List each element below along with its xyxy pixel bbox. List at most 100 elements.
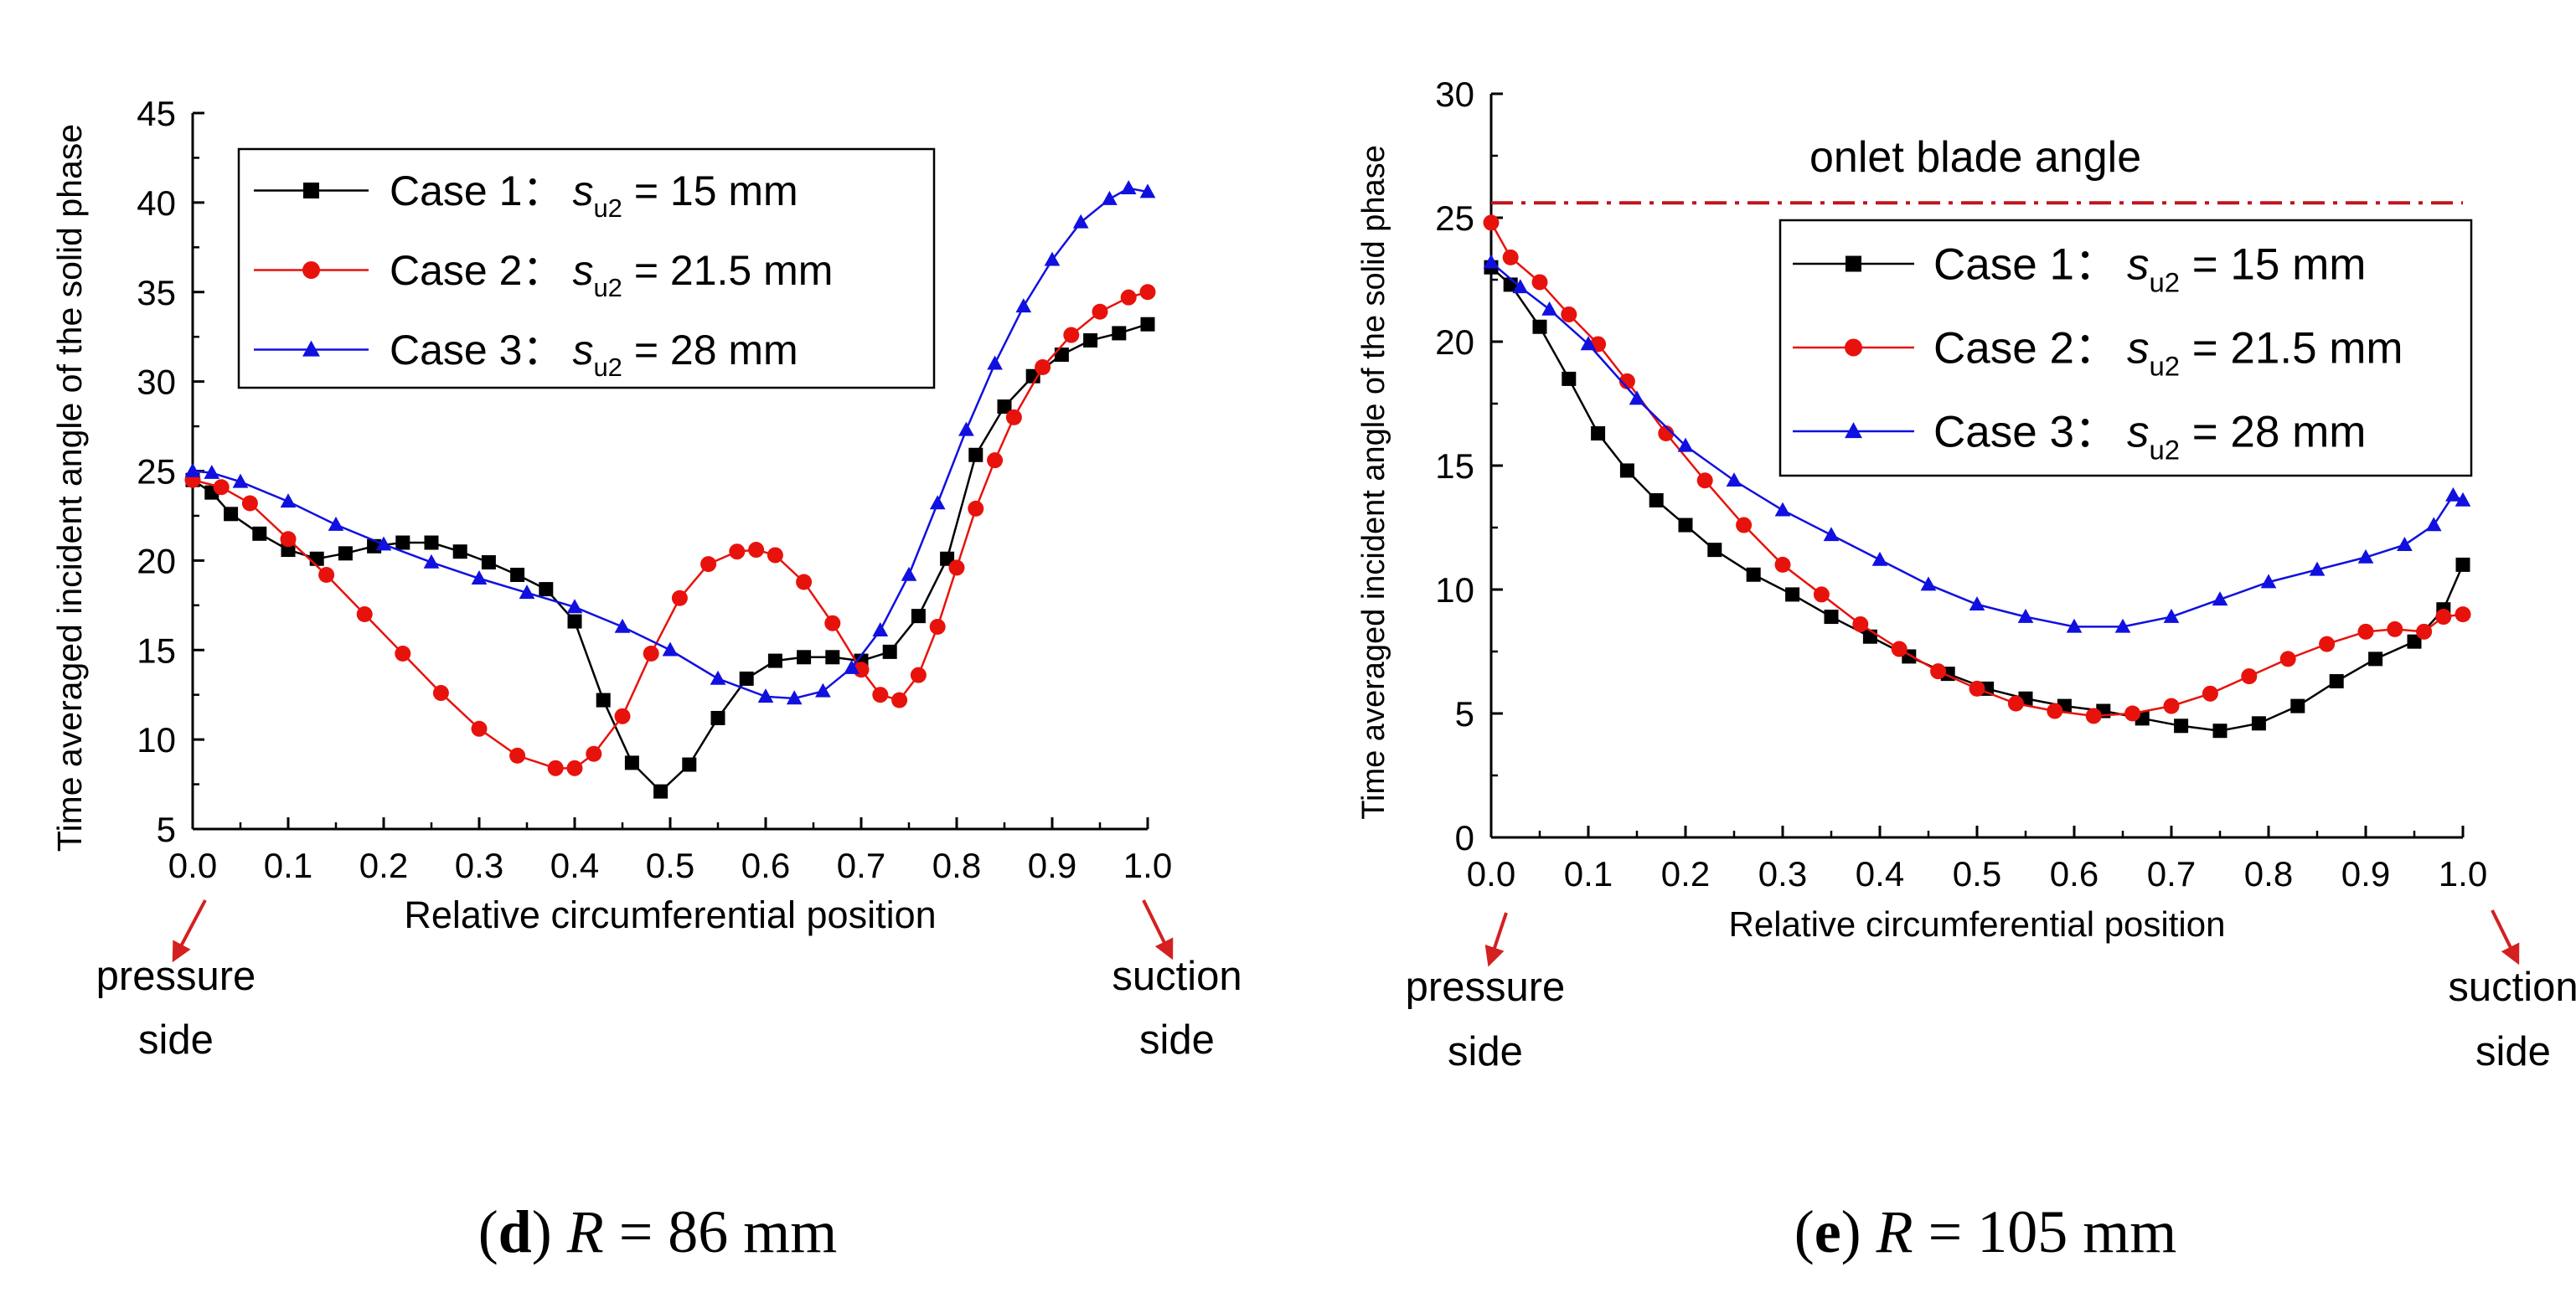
data-point (2397, 537, 2413, 551)
legend-label: Case 2： su2 = 21.5 mm (390, 247, 833, 302)
data-point (471, 570, 488, 585)
x-tick-label: 0.3 (455, 846, 503, 885)
data-point (423, 554, 440, 569)
y-tick-label: 35 (137, 273, 176, 312)
legend-var: s (2127, 240, 2150, 290)
series-line (1490, 261, 2464, 628)
data-point (958, 421, 974, 436)
legend-item: Case 1： su2 = 15 mm (1793, 240, 2366, 297)
data-point (1541, 301, 1557, 316)
data-point (739, 671, 754, 686)
data-point (1120, 289, 1137, 306)
data-point (1512, 279, 1529, 294)
data-point (1580, 336, 1597, 351)
data-point (224, 507, 239, 522)
x-tick-label: 0.8 (932, 846, 981, 885)
data-point (614, 708, 631, 724)
data-point (1112, 326, 1127, 341)
data-point (1063, 327, 1080, 343)
legend-var: s (2127, 408, 2150, 457)
data-point (2357, 623, 2374, 640)
data-point (1969, 680, 1985, 697)
series-1 (1484, 260, 2470, 739)
caption-var: R (566, 1198, 604, 1265)
data-point (1677, 437, 1694, 452)
x-axis-label: Relative circumferential position (1729, 904, 2226, 944)
data-point (767, 547, 783, 564)
legend-label: Case 3： su2 = 28 mm (390, 327, 798, 382)
data-point (929, 618, 946, 635)
data-point (1736, 517, 1753, 533)
data-point (940, 551, 955, 566)
x-tick-label: 1.0 (2439, 854, 2487, 894)
x-tick-label: 0.5 (646, 846, 694, 885)
data-point (1891, 641, 1907, 657)
x-tick-label: 0.7 (2147, 854, 2196, 894)
data-point (1092, 303, 1108, 320)
legend-value: = 15 mm (2180, 240, 2366, 290)
data-point (2368, 652, 2383, 667)
data-point (481, 555, 496, 570)
pressure-side-label-line2: side (1448, 1029, 1523, 1074)
data-point (891, 692, 908, 708)
data-point (767, 653, 782, 668)
x-tick-label: 0.6 (2050, 854, 2098, 894)
data-point (844, 659, 860, 674)
data-point (432, 685, 449, 702)
data-point (1774, 556, 1791, 573)
data-point (2290, 698, 2305, 713)
legend-var: s (572, 167, 593, 214)
legend-var: s (2127, 324, 2150, 373)
y-tick-label: 5 (1455, 694, 1474, 734)
legend-var-subscript: u2 (2149, 434, 2180, 465)
legend-value: = 15 mm (622, 167, 798, 214)
data-point (1072, 214, 1089, 229)
legend-item: Case 3： su2 = 28 mm (254, 327, 798, 382)
data-point (1813, 586, 1830, 603)
x-tick-label: 0.6 (741, 846, 790, 885)
panel-label: d (498, 1198, 532, 1265)
data-point (2202, 685, 2218, 702)
data-point (968, 500, 984, 517)
data-point (567, 614, 582, 629)
data-point (1035, 359, 1051, 376)
legend-var-subscript: u2 (593, 193, 622, 223)
legend-case-name: Case 2： (1933, 324, 2119, 373)
x-tick-label: 0.9 (2341, 854, 2390, 894)
data-point (710, 710, 725, 725)
data-point (929, 495, 946, 510)
x-tick-label: 0.2 (1661, 854, 1710, 894)
data-point (1824, 610, 1839, 625)
legend-item: Case 3： su2 = 28 mm (1793, 408, 2366, 465)
legend-case-name: Case 1： (390, 167, 564, 214)
y-tick-label: 15 (1435, 446, 1474, 486)
data-point (1774, 502, 1791, 517)
series-1 (185, 317, 1155, 799)
data-point (328, 516, 344, 531)
data-point (624, 755, 639, 770)
data-point (586, 745, 602, 762)
data-point (2319, 636, 2336, 652)
data-point (2212, 724, 2228, 739)
data-point (1696, 472, 1713, 489)
data-point (1707, 543, 1722, 558)
pressure-side-label-line1: pressure (96, 954, 256, 999)
data-point (2455, 606, 2471, 623)
y-tick-label: 20 (137, 541, 176, 580)
data-point (1649, 492, 1664, 507)
x-tick-label: 0.4 (1856, 854, 1904, 894)
legend-value: = 21.5 mm (622, 247, 834, 294)
data-point (948, 559, 965, 576)
data-point (987, 452, 1004, 469)
data-point (1005, 409, 1022, 425)
x-axis-label: Relative circumferential position (404, 894, 936, 936)
reference-line-label: onlet blade angle (1809, 133, 2141, 182)
data-point (796, 574, 813, 590)
suction-side-label-line1: suction (1112, 954, 1242, 999)
data-point (318, 566, 335, 583)
data-point (2455, 557, 2470, 572)
pressure-side-label-line1: pressure (1406, 965, 1566, 1010)
legend-label: Case 1： su2 = 15 mm (390, 167, 798, 223)
legend-var-subscript: u2 (593, 353, 622, 382)
data-point (1619, 463, 1634, 478)
